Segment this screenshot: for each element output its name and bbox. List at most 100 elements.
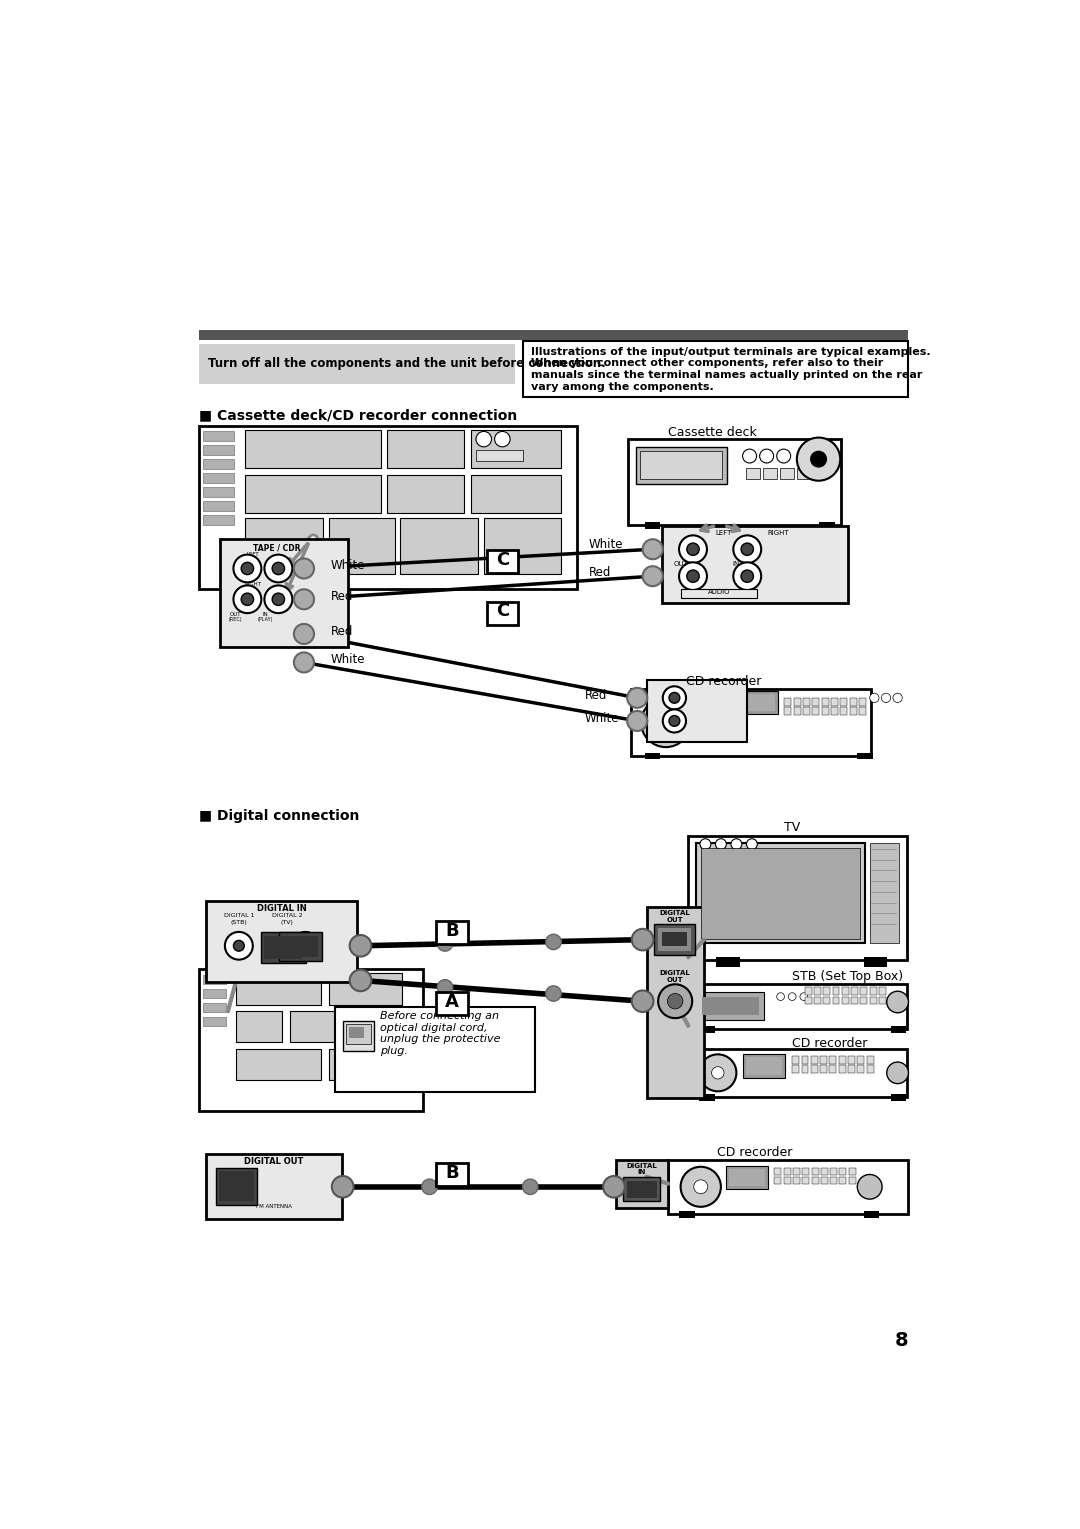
Circle shape bbox=[643, 566, 663, 586]
Bar bbox=[858, 1066, 864, 1073]
Circle shape bbox=[545, 934, 562, 950]
Bar bbox=[812, 706, 820, 714]
Bar bbox=[850, 697, 856, 705]
Bar bbox=[688, 836, 907, 960]
Bar bbox=[203, 431, 234, 442]
Bar bbox=[821, 1168, 828, 1176]
Circle shape bbox=[777, 450, 791, 463]
Circle shape bbox=[669, 716, 679, 726]
Circle shape bbox=[700, 839, 711, 850]
Bar bbox=[833, 997, 839, 1005]
Bar bbox=[839, 1168, 847, 1176]
Bar bbox=[726, 691, 779, 714]
Bar bbox=[523, 341, 908, 396]
Bar bbox=[616, 1161, 669, 1208]
Text: (TV): (TV) bbox=[281, 919, 294, 925]
Bar bbox=[484, 518, 562, 573]
Circle shape bbox=[858, 1174, 882, 1199]
Bar bbox=[726, 1167, 768, 1190]
Circle shape bbox=[797, 437, 840, 480]
Circle shape bbox=[350, 969, 372, 991]
Bar bbox=[784, 697, 792, 705]
Text: CD recorder: CD recorder bbox=[717, 1145, 793, 1159]
Circle shape bbox=[627, 711, 647, 731]
Circle shape bbox=[294, 653, 314, 673]
Bar bbox=[387, 430, 464, 468]
Bar bbox=[199, 969, 423, 1112]
Text: Red: Red bbox=[584, 688, 607, 702]
Bar bbox=[891, 1093, 906, 1101]
Text: Red: Red bbox=[589, 566, 611, 579]
Circle shape bbox=[869, 693, 879, 702]
Bar bbox=[688, 985, 907, 1029]
Bar bbox=[797, 468, 811, 479]
Text: OUT: OUT bbox=[666, 977, 684, 983]
Text: RIGHT: RIGHT bbox=[768, 531, 789, 537]
Circle shape bbox=[233, 555, 261, 583]
Bar bbox=[203, 989, 227, 998]
Circle shape bbox=[272, 593, 284, 605]
Bar bbox=[801, 1057, 809, 1064]
Bar bbox=[861, 988, 867, 995]
Bar bbox=[669, 1161, 908, 1214]
Bar bbox=[804, 697, 810, 705]
Text: IN: IN bbox=[732, 561, 739, 567]
Bar bbox=[400, 518, 477, 573]
Bar bbox=[869, 844, 900, 943]
Bar bbox=[793, 1177, 800, 1185]
Bar bbox=[794, 697, 800, 705]
Circle shape bbox=[733, 563, 761, 590]
Text: (PLAY): (PLAY) bbox=[257, 618, 273, 622]
Circle shape bbox=[642, 697, 691, 748]
Text: TV: TV bbox=[784, 821, 800, 833]
Bar bbox=[794, 706, 800, 714]
Bar bbox=[811, 1168, 819, 1176]
Circle shape bbox=[603, 1176, 625, 1197]
Bar bbox=[471, 474, 562, 514]
Bar bbox=[849, 1177, 855, 1185]
Circle shape bbox=[743, 450, 757, 463]
Bar bbox=[679, 1211, 694, 1217]
Circle shape bbox=[495, 431, 510, 446]
Bar bbox=[471, 430, 562, 468]
Text: 8: 8 bbox=[895, 1330, 908, 1350]
Bar bbox=[291, 1011, 352, 1043]
Circle shape bbox=[294, 589, 314, 609]
Circle shape bbox=[241, 593, 254, 605]
Text: ■ Digital connection: ■ Digital connection bbox=[199, 809, 359, 823]
Circle shape bbox=[693, 1180, 707, 1194]
Bar bbox=[645, 752, 661, 760]
Bar bbox=[701, 849, 861, 939]
Bar bbox=[814, 988, 821, 995]
Bar bbox=[699, 1093, 715, 1101]
Bar bbox=[802, 1177, 809, 1185]
Circle shape bbox=[241, 563, 254, 575]
Bar bbox=[793, 1057, 799, 1064]
Circle shape bbox=[741, 570, 754, 583]
Circle shape bbox=[294, 558, 314, 578]
Text: STB (Set Top Box): STB (Set Top Box) bbox=[793, 971, 903, 983]
Circle shape bbox=[731, 839, 742, 850]
Text: Cassette deck: Cassette deck bbox=[669, 427, 757, 439]
Circle shape bbox=[422, 1179, 437, 1194]
Circle shape bbox=[800, 992, 808, 1000]
Circle shape bbox=[225, 931, 253, 960]
Text: FM ANTENNA: FM ANTENNA bbox=[256, 1203, 292, 1209]
Bar bbox=[805, 997, 811, 1005]
Bar bbox=[839, 1057, 846, 1064]
Bar bbox=[784, 706, 792, 714]
Text: Illustrations of the input/output terminals are typical examples.
When you conne: Illustrations of the input/output termin… bbox=[531, 347, 931, 391]
Text: DIGITAL OUT: DIGITAL OUT bbox=[244, 1157, 303, 1165]
Bar bbox=[627, 439, 841, 526]
Circle shape bbox=[292, 931, 320, 960]
Circle shape bbox=[663, 709, 686, 732]
Bar bbox=[699, 1026, 715, 1032]
Circle shape bbox=[893, 693, 902, 702]
Circle shape bbox=[679, 563, 707, 590]
Bar bbox=[283, 936, 318, 957]
Bar bbox=[328, 972, 403, 1005]
Circle shape bbox=[733, 535, 761, 563]
Bar bbox=[658, 928, 691, 951]
Bar bbox=[328, 1049, 403, 1079]
Bar bbox=[793, 1066, 799, 1073]
